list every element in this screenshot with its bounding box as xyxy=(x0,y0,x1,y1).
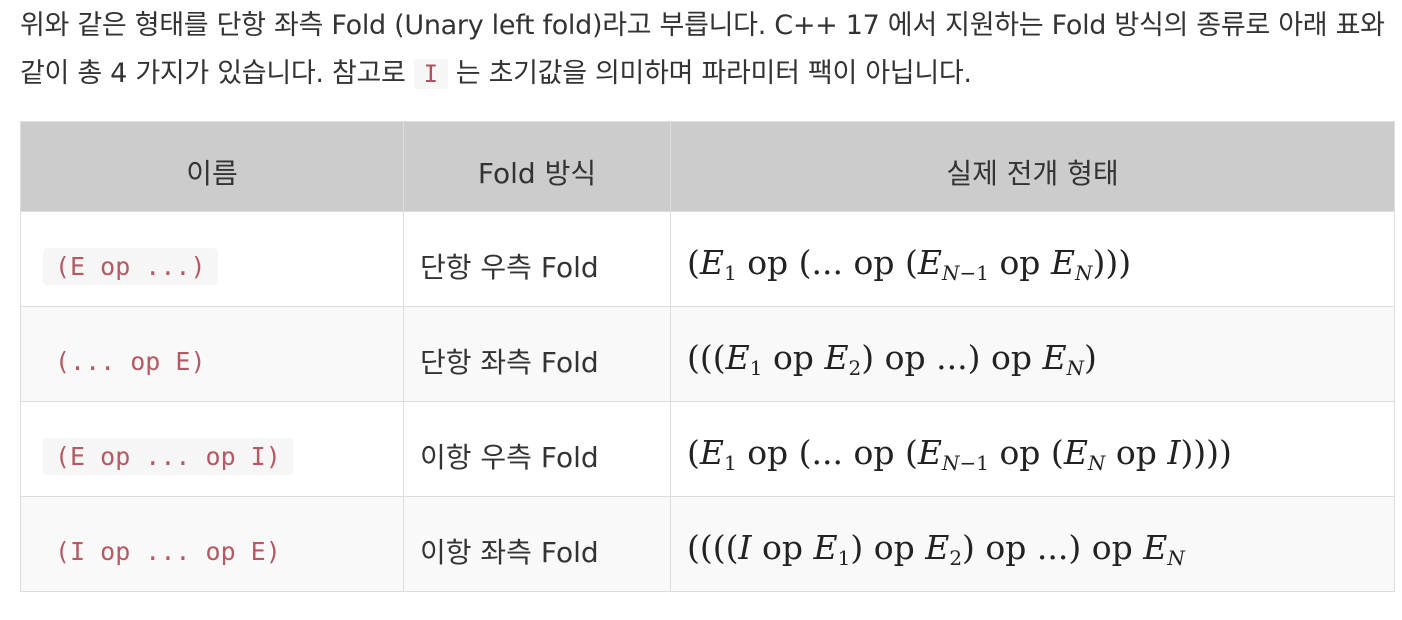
header-name: 이름 xyxy=(20,121,404,212)
intro-paragraph: 위와 같은 형태를 단항 좌측 Fold (Unary left fold)라고… xyxy=(20,2,1390,98)
expr-cell: (E op ...) xyxy=(20,211,404,307)
fold-expression-code: (E op ... op I) xyxy=(43,437,293,475)
intro-text-before: 위와 같은 형태를 단항 좌측 Fold (Unary left fold)라고… xyxy=(20,10,1385,89)
table-row: (... op E) 단항 좌측 Fold (((E1 op E2) op ..… xyxy=(20,306,1395,402)
table-row: (I op ... op E) 이항 좌측 Fold ((((I op E1) … xyxy=(20,496,1395,592)
fold-expression-code: (E op ...) xyxy=(43,247,218,285)
table-header-row: 이름 Fold 방식 실제 전개 형태 xyxy=(20,121,1395,212)
inline-code-initial-value: I xyxy=(413,59,448,89)
fold-expression-code: (I op ... op E) xyxy=(55,536,281,566)
fold-types-table: 이름 Fold 방식 실제 전개 형태 (E op ...) 단항 우측 Fol… xyxy=(20,121,1395,592)
expr-cell: (I op ... op E) xyxy=(20,496,404,592)
expansion-cell: (E1 op (... op (EN−1 op (EN op I)))) xyxy=(670,401,1395,497)
fold-kind-cell: 단항 우측 Fold xyxy=(403,211,671,307)
expr-cell: (E op ... op I) xyxy=(20,401,404,497)
fold-kind-cell: 이항 우측 Fold xyxy=(403,401,671,497)
header-expansion: 실제 전개 형태 xyxy=(670,121,1395,212)
fold-kind-cell: 단항 좌측 Fold xyxy=(403,306,671,402)
fold-expression-code: (... op E) xyxy=(55,346,206,376)
expansion-cell: ((((I op E1) op E2) op ...) op EN xyxy=(670,496,1395,592)
header-fold-kind: Fold 방식 xyxy=(403,121,671,212)
table-row: (E op ...) 단항 우측 Fold (E1 op (... op (EN… xyxy=(20,211,1395,307)
expansion-cell: (E1 op (... op (EN−1 op EN))) xyxy=(670,211,1395,307)
table-row: (E op ... op I) 이항 우측 Fold (E1 op (... o… xyxy=(20,401,1395,497)
intro-text-after: 는 초기값을 의미하며 파라미터 팩이 아닙니다. xyxy=(455,58,972,89)
expr-cell: (... op E) xyxy=(20,306,404,402)
expansion-cell: (((E1 op E2) op ...) op EN) xyxy=(670,306,1395,402)
fold-kind-cell: 이항 좌측 Fold xyxy=(403,496,671,592)
